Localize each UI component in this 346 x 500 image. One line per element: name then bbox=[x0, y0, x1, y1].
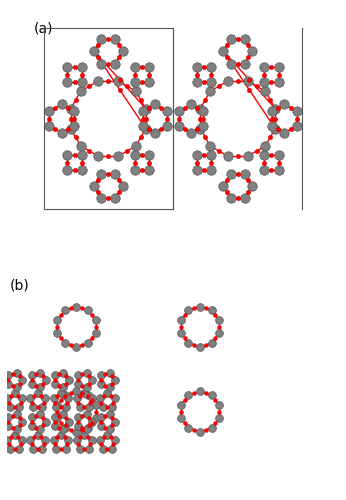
Text: (b): (b) bbox=[10, 278, 30, 292]
Bar bbox=[44, 28, 173, 209]
Text: (a): (a) bbox=[34, 21, 53, 35]
